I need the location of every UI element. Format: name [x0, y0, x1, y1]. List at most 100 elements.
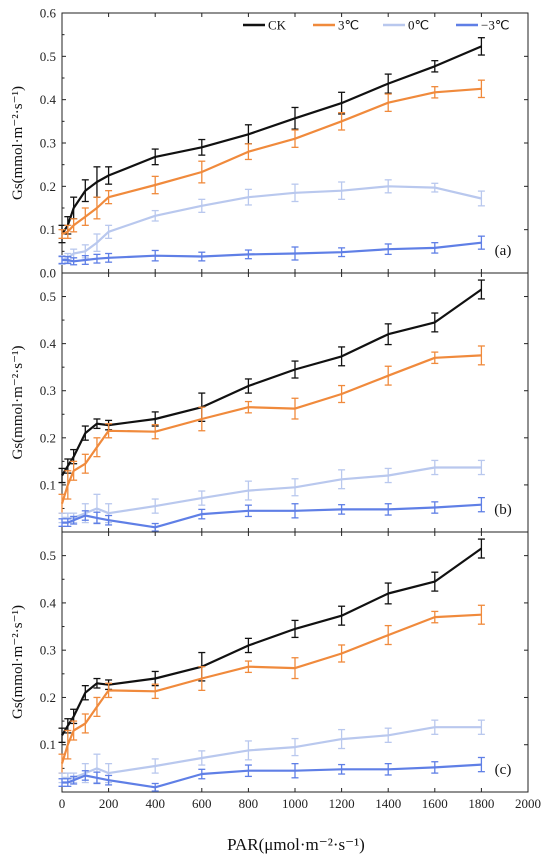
x-tick-label: 400	[145, 796, 165, 811]
error-bar	[93, 253, 101, 264]
error-bar	[431, 571, 439, 592]
x-axis-title: PAR(μmol·m⁻²·s⁻¹)	[227, 835, 365, 854]
error-bar	[58, 727, 66, 744]
legend-label: 3℃	[338, 18, 359, 33]
y-tick-label: 0.3	[40, 383, 56, 398]
error-bar	[81, 179, 89, 203]
error-bar	[431, 312, 439, 333]
x-tick-label: 2000	[515, 796, 541, 811]
error-bar	[477, 459, 485, 476]
error-bar	[291, 478, 299, 497]
y-axis-title: Gs(mmol·m⁻²·s⁻¹)	[10, 346, 26, 460]
x-tick-label: 1000	[282, 796, 308, 811]
error-bar	[81, 425, 89, 441]
series-line	[60, 613, 482, 764]
series-CK	[58, 37, 485, 244]
error-bar	[431, 501, 439, 514]
error-bar	[338, 112, 346, 131]
error-bar	[291, 397, 299, 420]
y-tick-label: 0.1	[40, 222, 56, 237]
series-−3℃	[58, 496, 485, 532]
error-bar	[244, 378, 252, 394]
y-tick-label: 0.5	[40, 548, 56, 563]
error-bar	[384, 503, 392, 516]
series-3℃	[58, 604, 485, 774]
error-bar	[151, 498, 159, 514]
error-bar	[477, 538, 485, 559]
error-bar	[93, 511, 101, 525]
x-tick-label: 0	[59, 796, 66, 811]
error-bar	[105, 166, 113, 185]
error-bar	[384, 762, 392, 776]
series-line	[61, 87, 482, 236]
error-bar	[244, 504, 252, 518]
y-tick-label: 0.3	[40, 136, 56, 151]
series-3℃	[58, 79, 485, 239]
error-bar	[198, 251, 206, 262]
error-bar	[105, 252, 113, 263]
error-bar	[105, 514, 113, 526]
error-bar	[384, 624, 392, 646]
error-bar	[431, 761, 439, 774]
error-bar	[431, 610, 439, 624]
error-bar	[70, 257, 78, 266]
error-bar	[291, 246, 299, 261]
error-bar	[105, 224, 113, 239]
y-tick-label: 0.6	[40, 6, 57, 21]
error-bar	[291, 657, 299, 680]
error-bar	[81, 770, 89, 781]
error-bar	[384, 243, 392, 256]
legend-label: −3℃	[481, 18, 509, 33]
error-bar	[477, 190, 485, 207]
error-bar	[384, 93, 392, 113]
error-bar	[384, 179, 392, 194]
series-line	[62, 466, 482, 520]
error-bar	[384, 365, 392, 386]
panels-layer: 0.0 0.1 0.2 0.3 0.4 0.5 0.6 (a) Gs(mmol·m⁻²·s⁻¹)…	[10, 6, 541, 812]
error-bar	[70, 720, 78, 741]
error-bar	[70, 515, 78, 525]
series-CK	[58, 538, 485, 744]
error-bar	[151, 209, 159, 222]
error-bar	[291, 106, 299, 130]
error-bar	[291, 762, 299, 779]
error-bar	[338, 346, 346, 367]
x-tick-label: 1800	[468, 796, 494, 811]
legend-entry: 3℃	[313, 18, 359, 33]
error-bar	[384, 467, 392, 484]
error-bar	[151, 683, 159, 700]
series-line	[62, 503, 482, 529]
legend-label: 0℃	[408, 18, 429, 33]
error-bar	[93, 233, 101, 252]
y-axis-title: Gs(mmol·m⁻²·s⁻¹)	[10, 605, 26, 719]
error-bar	[477, 496, 485, 513]
x-tick-label: 1400	[375, 796, 401, 811]
error-bar	[431, 60, 439, 73]
error-bar	[198, 666, 206, 692]
error-bar	[291, 737, 299, 757]
error-bar	[198, 406, 206, 432]
error-bar	[151, 423, 159, 440]
series-CK	[58, 279, 485, 484]
error-bar	[338, 384, 346, 404]
error-bar	[477, 279, 485, 300]
error-bar	[291, 619, 299, 639]
error-bar	[244, 249, 252, 260]
error-bar	[64, 224, 72, 239]
error-bar	[64, 778, 72, 787]
error-bar	[477, 235, 485, 250]
error-bar	[151, 522, 159, 532]
error-bar	[384, 582, 392, 605]
error-bar	[64, 518, 72, 527]
error-bar	[151, 758, 159, 774]
error-bar	[291, 129, 299, 148]
y-tick-label: 0.2	[40, 179, 56, 194]
legend-entry: −3℃	[456, 18, 509, 33]
error-bar	[70, 775, 78, 785]
series-line	[61, 288, 483, 477]
error-bar	[81, 255, 89, 265]
error-bar	[431, 86, 439, 99]
error-bar	[244, 637, 252, 654]
x-tick-label: 1200	[329, 796, 355, 811]
error-bar	[244, 143, 252, 161]
